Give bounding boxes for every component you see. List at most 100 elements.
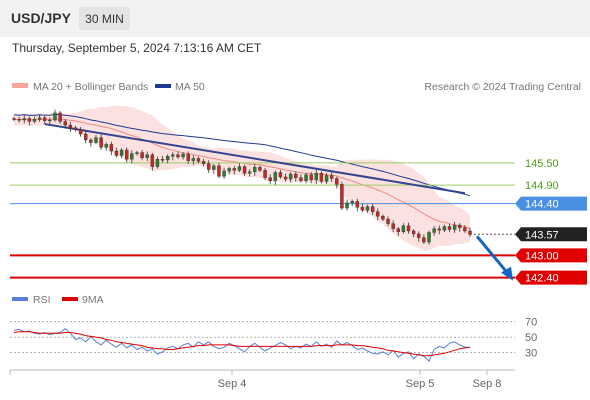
candle-body [381, 215, 385, 220]
candle-body [227, 168, 231, 172]
candle-body [447, 226, 452, 230]
candle-body [299, 177, 303, 181]
x-tick-label: Sep 5 [406, 378, 435, 390]
candle-body [130, 153, 134, 160]
candle-body [335, 178, 339, 185]
candle-body [212, 165, 216, 170]
candle-body [401, 225, 406, 232]
candle-body [94, 137, 98, 143]
candle-body [319, 173, 324, 182]
candle-body [437, 228, 441, 231]
candle-body [273, 172, 278, 181]
rsi-axis-label: 50 [525, 332, 537, 344]
candle-body [73, 127, 78, 130]
candle-body [391, 223, 395, 229]
ma9-legend-swatch [62, 297, 78, 301]
candle-body [427, 232, 431, 243]
forecast-arrow-head [501, 266, 513, 281]
candle-body [417, 233, 421, 238]
candle-body [63, 121, 67, 126]
candle-body [309, 174, 313, 181]
candle-body [288, 173, 293, 180]
candle-body [196, 158, 201, 162]
candle-body [155, 158, 160, 167]
candle-body [242, 166, 247, 174]
level-label-143.57: 143.57 [525, 229, 559, 241]
credit-text: Research © 2024 Trading Central [424, 81, 581, 93]
candle-body [314, 173, 319, 181]
candle-body [258, 167, 262, 171]
rsi-panel: 70 50 30 [10, 317, 537, 362]
candle-body [329, 175, 334, 179]
candle-body [160, 158, 165, 161]
ma9-legend-label: 9MA [82, 294, 104, 306]
candle-body [119, 149, 124, 156]
forecast-arrow-shaft [475, 235, 510, 275]
candle-body [458, 224, 462, 228]
candle-body [396, 228, 400, 232]
price-labels: 145.50 144.90 144.40 143.57 143.00 142.40 [515, 158, 587, 285]
level-tag-142.40 [515, 270, 587, 285]
candle-body [406, 225, 411, 232]
candle-body [171, 154, 175, 157]
candle-body [232, 168, 237, 171]
candle-body [237, 166, 242, 171]
candle-body [165, 156, 170, 161]
candle-body [253, 167, 257, 172]
timeframe-badge[interactable]: 30 MIN [79, 7, 130, 30]
symbol-title: USD/JPY [11, 10, 71, 26]
rsi-legend-label: RSI [33, 294, 51, 306]
timestamp: Thursday, September 5, 2024 7:13:16 AM C… [12, 41, 262, 55]
trend-line [44, 123, 466, 195]
candle-body [268, 177, 272, 181]
candle-body [283, 176, 288, 180]
level-tag-143.57 [515, 227, 587, 242]
level-label-144.90: 144.90 [525, 180, 559, 192]
candle-body [468, 230, 472, 235]
price-levels [10, 162, 515, 279]
candle-body [43, 117, 47, 121]
candle-body [37, 117, 42, 120]
forecast-arrow [475, 235, 513, 281]
candle-body [140, 152, 144, 158]
x-axis: Sep 4 Sep 5 Sep 8 [9, 370, 502, 390]
ma50-line [13, 113, 471, 197]
candle-body [206, 163, 211, 170]
level-label-144.40: 144.40 [525, 199, 559, 211]
rsi-line [13, 328, 470, 362]
candle-body [68, 124, 73, 128]
candle-body [452, 224, 457, 230]
candle-body [442, 226, 447, 231]
x-tick-label: Sep 8 [473, 378, 502, 390]
candle-body [181, 153, 185, 158]
candle-body [135, 152, 139, 154]
candle-body [124, 149, 129, 160]
level-tag-144.40 [515, 196, 587, 211]
candle-body [186, 153, 190, 161]
ma50-legend-swatch [155, 84, 171, 88]
candle-body [150, 154, 155, 167]
rsi-axis-label: 30 [525, 348, 537, 360]
candle-body [12, 118, 16, 120]
ma50-legend-label: MA 50 [175, 81, 205, 93]
bollinger-bands [14, 105, 470, 251]
candle-body [432, 228, 436, 233]
candle-body [84, 133, 88, 141]
level-label-142.40: 142.40 [525, 273, 559, 285]
candle-body [345, 202, 349, 209]
candle-body [104, 144, 108, 148]
candle-body [422, 237, 426, 243]
level-label-143.00: 143.00 [525, 250, 559, 262]
candle-body [350, 201, 354, 204]
candle-body [376, 211, 380, 217]
candle-body [32, 119, 37, 122]
candle-body [324, 175, 329, 182]
x-tick-label: Sep 4 [218, 378, 247, 390]
candle-body [463, 227, 467, 232]
candle-body [22, 118, 26, 121]
candle-body [263, 170, 267, 178]
candle-body [304, 174, 308, 181]
candle-body [355, 201, 360, 208]
candle-body [145, 154, 149, 158]
